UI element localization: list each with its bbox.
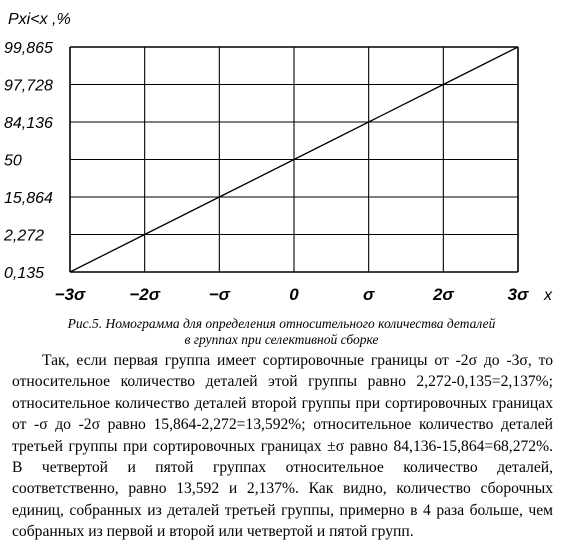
x-axis-title: x [543,287,553,304]
x-tick-label: 2σ [432,285,454,304]
caption-line-1: Рис.5. Номограмма для определения относи… [67,316,496,331]
series-line-0 [69,46,519,273]
x-tick-label: −3σ [55,285,86,304]
x-tick-label: −2σ [129,285,160,304]
body-text: Так, если первая группа имеет сортировоч… [12,350,553,543]
y-axis-title: Pxi<x ,% [8,11,71,28]
x-tick-label: 0 [289,285,299,304]
y-tick-label: 84,136 [4,115,53,132]
caption-line-2: в группах при селективной сборке [184,332,379,347]
figure-caption: Рис.5. Номограмма для определения относи… [30,316,533,348]
x-tick-label: σ [363,285,375,304]
nomogram-chart: 99,865 97,728 84,136 50 15,864 2,272 0,135 −3σ −… [3,11,553,304]
x-tick-label: 3σ [508,285,529,304]
y-tick-label: 50 [4,153,22,170]
y-tick-label: 15,864 [4,190,53,207]
x-tick-label: −σ [209,285,231,304]
y-tick-label: 97,728 [4,78,53,95]
nomogram-figure: 99,865 97,728 84,136 50 15,864 2,272 0,135 −3σ −… [3,11,553,304]
body-paragraph: Так, если первая группа имеет сортировоч… [12,352,553,541]
y-tick-label: 99,865 [4,40,53,57]
y-tick-label: 2,272 [3,228,44,245]
y-tick-label: 0,135 [4,265,44,282]
